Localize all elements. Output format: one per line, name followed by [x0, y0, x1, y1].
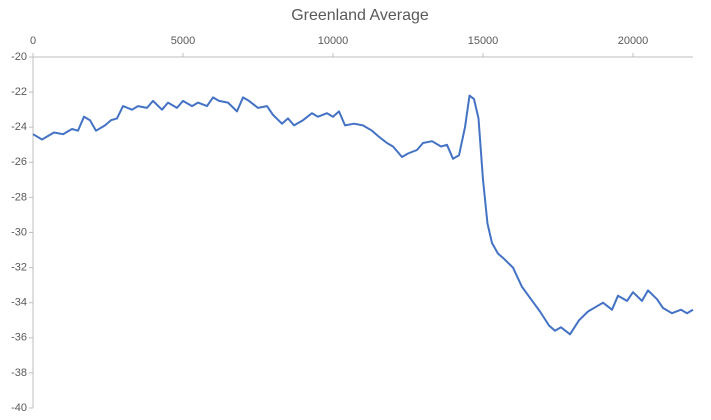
y-tick-label: -20	[11, 51, 27, 63]
y-tick-label: -32	[11, 262, 27, 274]
y-tick-label: -36	[11, 332, 27, 344]
y-tick-label: -22	[11, 86, 27, 98]
y-tick-label: -24	[11, 121, 27, 133]
x-tick-label: 5000	[171, 35, 195, 47]
x-tick-label: 10000	[318, 35, 349, 47]
y-tick-label: -28	[11, 191, 27, 203]
y-tick-label: -40	[11, 402, 27, 414]
x-tick-label: 20000	[618, 35, 649, 47]
chart-title: Greenland Average	[291, 7, 429, 24]
y-tick-label: -30	[11, 226, 27, 238]
x-tick-label: 15000	[468, 35, 499, 47]
data-line	[32, 94, 694, 336]
x-tick-label: 0	[30, 35, 36, 47]
y-tick-label: -38	[11, 367, 27, 379]
y-tick-label: -34	[11, 297, 27, 309]
y-tick-label: -26	[11, 156, 27, 168]
